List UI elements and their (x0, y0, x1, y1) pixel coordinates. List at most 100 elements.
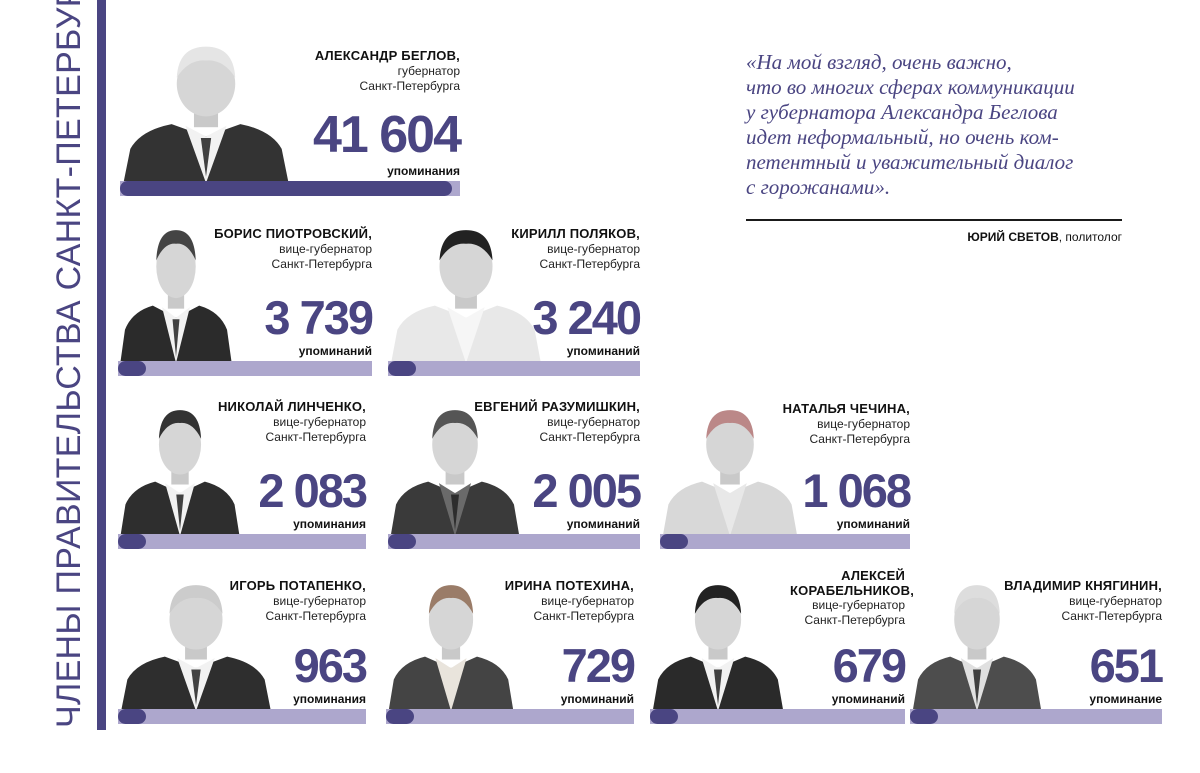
person-photo (120, 28, 292, 183)
person-name: НАТАЛЬЯ ЧЕЧИНА, (782, 401, 910, 416)
value-label: 3 240 (532, 291, 642, 344)
person-name: КИРИЛЛ ПОЛЯКОВ, (511, 226, 640, 241)
person-photo (118, 212, 234, 363)
value-label: 729 (561, 639, 636, 692)
person-role: вице-губернатор Санкт-Петербурга (539, 415, 640, 445)
bar-fill (388, 361, 416, 376)
role-line: Санкт-Петербурга (265, 609, 366, 623)
person-card: БОРИС ПИОТРОВСКИЙ, вице-губернатор Санкт-П… (118, 212, 374, 376)
person-name: АЛЕКСАНДР БЕГЛОВ, (314, 48, 460, 63)
bar-fill (118, 534, 146, 549)
value-label: 1 068 (802, 464, 912, 517)
quote-line: петентный и уважительный диалог (746, 150, 1074, 174)
role-line: Санкт-Петербурга (539, 430, 640, 444)
bar-track (388, 361, 640, 376)
role-line: вице-губернатор (273, 594, 366, 608)
vertical-title: ЧЛЕНЫ ПРАВИТЕЛЬСТВА САНКТ-ПЕТЕРБУРГА (50, 0, 88, 728)
person-role: губернатор Санкт-Петербурга (359, 64, 460, 94)
value-label: 41 604 (312, 106, 462, 164)
person-role: вице-губернатор Санкт-Петербурга (271, 242, 372, 272)
role-line: вице-губернатор (541, 594, 634, 608)
person-photo (386, 568, 516, 711)
role-line: вице-губернатор (817, 417, 910, 431)
unit-label: упоминаний (566, 344, 640, 358)
bar-fill (660, 534, 688, 549)
bar-track (120, 181, 460, 196)
person-card: НАТАЛЬЯ ЧЕЧИНА, вице-губернатор Санкт-Пете… (660, 393, 912, 549)
bar-track (118, 534, 366, 549)
person-role: вице-губернатор Санкт-Петербурга (539, 242, 640, 272)
role-line: губернатор (397, 64, 460, 78)
person-name: НИКОЛАЙ ЛИНЧЕНКО, (217, 399, 366, 414)
role-line: вице-губернатор (1069, 594, 1162, 608)
quote-line: что во многих сферах коммуникации (746, 75, 1075, 99)
role-line: вице-губернатор (547, 242, 640, 256)
person-card: ИГОРЬ ПОТАПЕНКО, вице-губернатор Санкт-Пет… (118, 568, 368, 724)
person-role: вице-губернатор Санкт-Петербурга (804, 598, 905, 628)
person-role: вице-губернатор Санкт-Петербурга (265, 594, 366, 624)
person-card: ЕВГЕНИЙ РАЗУМИШКИН, вице-губернатор Санкт-… (388, 393, 642, 549)
quote-block: «На мой взгляд, очень важно, что во мног… (746, 50, 1126, 200)
quote-line: с горожанами». (746, 175, 891, 199)
unit-label: упоминаний (560, 692, 634, 706)
bar-track (386, 709, 634, 724)
person-photo (388, 393, 522, 536)
person-card: АЛЕКСЕЙ КОРАБЕЛЬНИКОВ, вице-губернатор Сан… (650, 568, 915, 724)
person-photo (118, 568, 274, 711)
role-line: Санкт-Петербурга (1061, 609, 1162, 623)
quote-author-name: ЮРИЙ СВЕТОВ (967, 230, 1059, 244)
bar-fill (910, 709, 938, 724)
quote-author: ЮРИЙ СВЕТОВ, политолог (746, 230, 1122, 244)
bar-track (650, 709, 905, 724)
person-name: ЕВГЕНИЙ РАЗУМИШКИН, (474, 399, 640, 414)
person-photo (910, 568, 1044, 711)
bar-fill (650, 709, 678, 724)
unit-label: упоминаний (831, 692, 905, 706)
person-card: АЛЕКСАНДР БЕГЛОВ, губернатор Санкт-Петербу… (120, 28, 462, 196)
accent-vertical-bar (97, 0, 106, 730)
value-label: 2 083 (258, 464, 368, 517)
value-label: 963 (293, 639, 368, 692)
value-label: 651 (1089, 639, 1164, 692)
person-name: ИГОРЬ ПОТАПЕНКО, (229, 578, 366, 593)
bar-track (118, 709, 366, 724)
quote-author-role: , политолог (1058, 230, 1122, 244)
person-name: ВЛАДИМИР КНЯГИНИН, (1004, 578, 1162, 593)
unit-label: упоминаний (836, 517, 910, 531)
person-photo (118, 393, 242, 536)
person-card: НИКОЛАЙ ЛИНЧЕНКО, вице-губернатор Санкт-Пе… (118, 393, 368, 549)
quote-line: «На мой взгляд, очень важно, (746, 50, 1012, 74)
person-role: вице-губернатор Санкт-Петербурга (1061, 594, 1162, 624)
role-line: Санкт-Петербурга (804, 613, 905, 627)
bar-fill (120, 181, 452, 196)
value-label: 3 739 (264, 291, 374, 344)
role-line: Санкт-Петербурга (539, 257, 640, 271)
person-card: ИРИНА ПОТЕХИНА, вице-губернатор Санкт-Пете… (386, 568, 636, 724)
quote-divider (746, 219, 1122, 221)
person-role: вице-губернатор Санкт-Петербурга (533, 594, 634, 624)
role-line: вице-губернатор (812, 598, 905, 612)
bar-fill (388, 534, 416, 549)
unit-label: упоминания (387, 164, 460, 178)
role-line: вице-губернатор (273, 415, 366, 429)
unit-label: упоминаний (566, 517, 640, 531)
person-card: КИРИЛЛ ПОЛЯКОВ, вице-губернатор Санкт-Пете… (388, 212, 642, 376)
quote-line: идет неформальный, но очень ком- (746, 125, 1059, 149)
bar-track (388, 534, 640, 549)
role-line: вице-губернатор (279, 242, 372, 256)
bar-track (910, 709, 1162, 724)
person-photo (388, 212, 544, 363)
bar-fill (386, 709, 414, 724)
unit-label: упоминания (293, 692, 366, 706)
person-role: вице-губернатор Санкт-Петербурга (809, 417, 910, 447)
unit-label: упоминание (1089, 692, 1162, 706)
bar-fill (118, 361, 146, 376)
person-photo (650, 568, 786, 711)
unit-label: упоминания (293, 517, 366, 531)
value-label: 679 (832, 639, 907, 692)
unit-label: упоминаний (298, 344, 372, 358)
bar-track (118, 361, 372, 376)
person-card: ВЛАДИМИР КНЯГИНИН, вице-губернатор Санкт-П… (910, 568, 1164, 724)
person-photo (660, 393, 800, 536)
person-name: АЛЕКСЕЙ КОРАБЕЛЬНИКОВ, (790, 568, 915, 598)
